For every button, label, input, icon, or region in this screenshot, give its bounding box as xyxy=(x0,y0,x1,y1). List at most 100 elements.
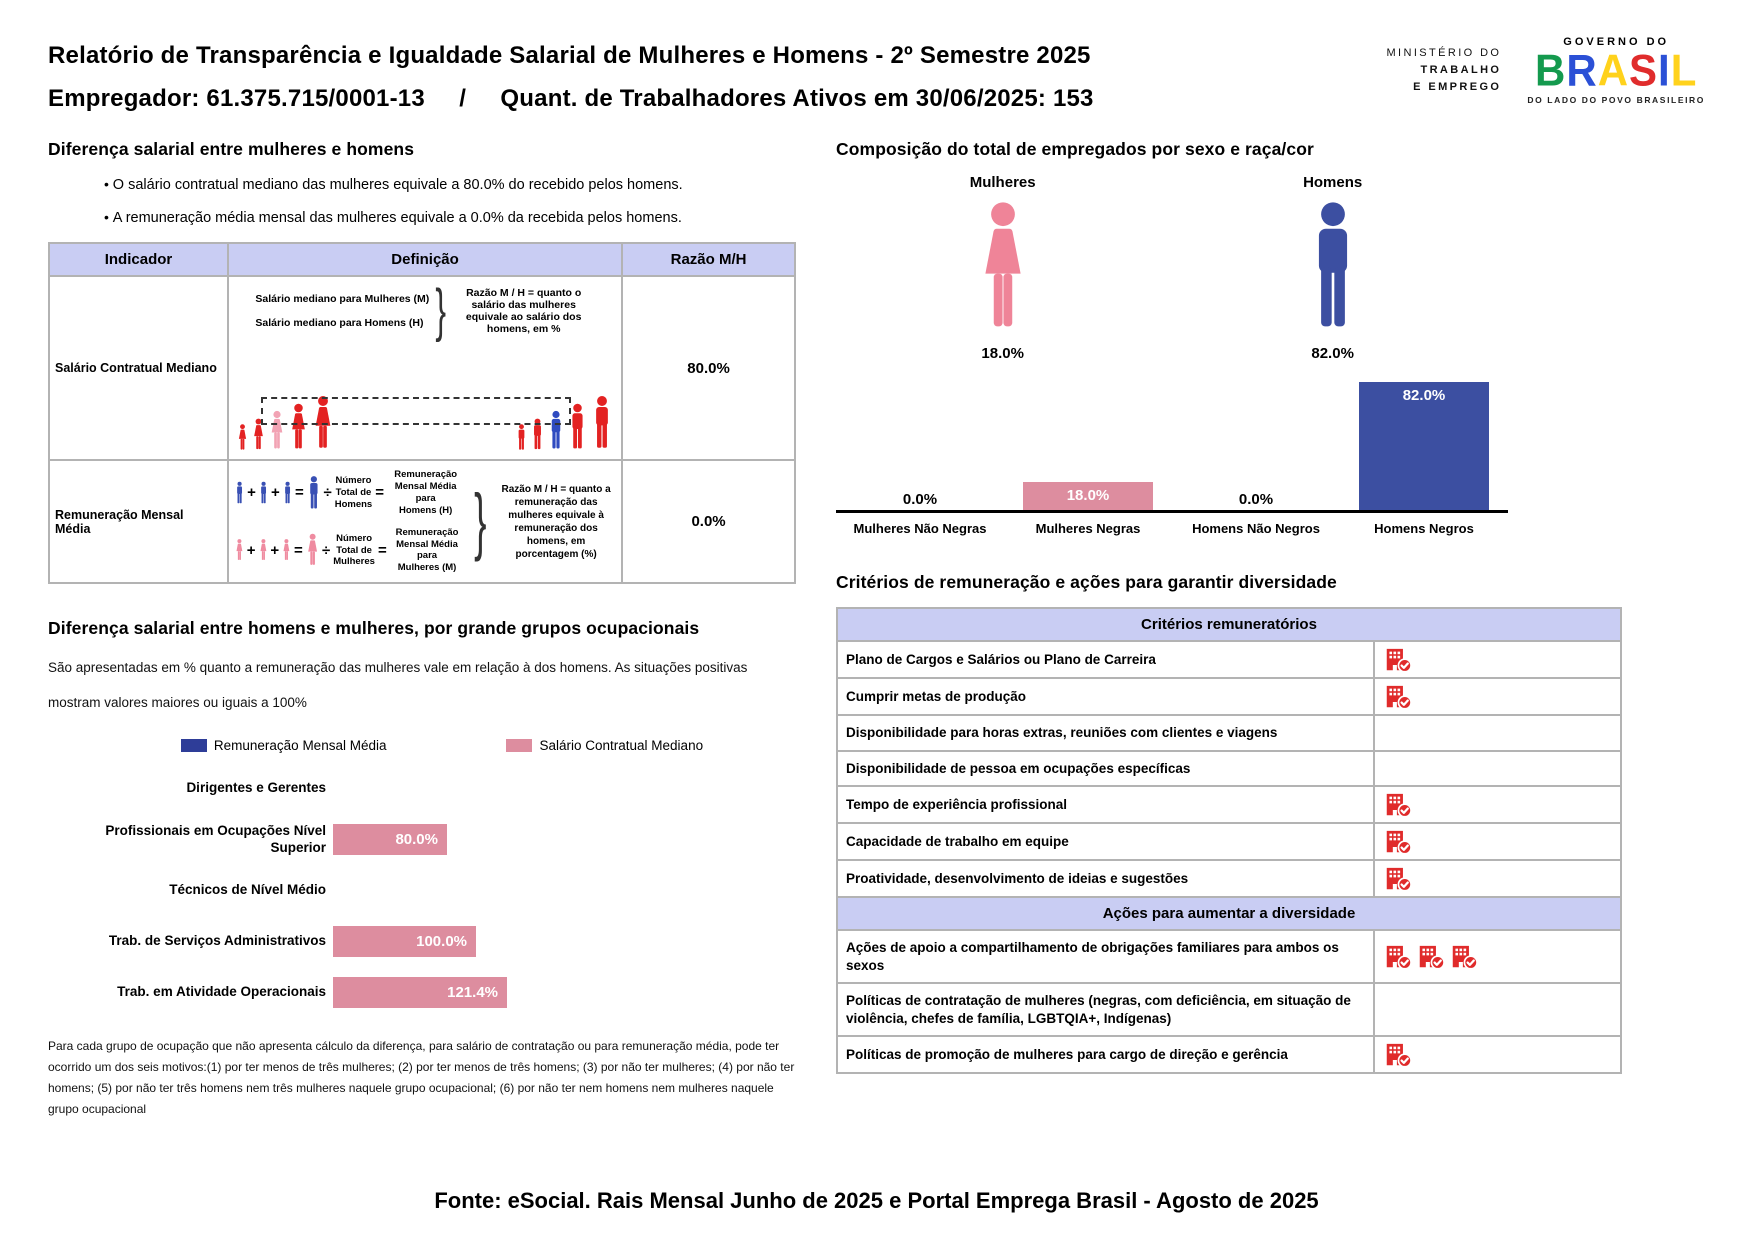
criteria-status-cell xyxy=(1373,749,1622,788)
criteria-row: Políticas de promoção de mulheres para c… xyxy=(836,1035,1622,1075)
page-title: Relatório de Transparência e Igualdade S… xyxy=(48,42,1091,69)
building-check-icon xyxy=(1383,791,1413,818)
building-check-icon xyxy=(1383,646,1413,673)
composition-chart-column: 0.0% xyxy=(1172,378,1340,510)
pink-legend-swatch xyxy=(506,739,533,753)
brasil-wordmark: BRASIL xyxy=(1527,45,1705,96)
indicator-row-average-pay: Remuneração Mensal Média + + = xyxy=(48,459,796,585)
building-check-icon xyxy=(1383,683,1413,710)
man-icon xyxy=(1306,201,1360,333)
employer-line: Empregador: 61.375.715/0001-13 / Quant. … xyxy=(48,85,1094,112)
composition-zero-value: 0.0% xyxy=(902,491,938,508)
ministry-line2: TRABALHO xyxy=(1420,63,1502,76)
criteria-status-cell xyxy=(1373,640,1622,679)
criteria-label: Cumprir metas de produção xyxy=(836,677,1375,716)
equals-operator: = xyxy=(375,484,384,502)
criteria-label: Políticas de contratação de mulheres (ne… xyxy=(836,982,1375,1038)
governo-do-brasil-logo: GOVERNO DO BRASIL DO LADO DO POVO BRASIL… xyxy=(1527,36,1705,105)
diagram1-women-label: Salário mediano para Mulheres (M) xyxy=(255,293,430,306)
composition-zero-value: 0.0% xyxy=(1238,491,1274,508)
occupational-bar-track: 80.0% xyxy=(333,824,796,856)
diagram2-explanation: Razão M / H = quanto a remuneração das m… xyxy=(501,483,611,560)
occupational-bar-value: 121.4% xyxy=(447,984,498,1002)
average-pay-diagram: + + = ÷ Número Total de Homens = Re xyxy=(226,459,624,585)
equals-operator: = xyxy=(294,484,304,502)
blue-legend-swatch xyxy=(180,739,207,753)
plus-operator: + xyxy=(246,541,256,559)
indicator-label: Remuneração Mensal Média xyxy=(48,459,229,585)
composition-category-labels: Mulheres Não Negras Mulheres Negras Homens… xyxy=(836,521,1508,536)
divide-operator: ÷ xyxy=(322,541,331,559)
bullet-average-pay: A remuneração média mensal das mulheres … xyxy=(104,209,796,226)
legend-remuneracao: Remuneração Mensal Média xyxy=(180,738,386,753)
occupational-chart-row: Profissionais em Ocupações Nível Superio… xyxy=(48,814,796,865)
criteria-table: Critérios remuneratórios Plano de Cargos … xyxy=(836,607,1622,1075)
plus-operator: + xyxy=(247,484,256,502)
criteria-status-cell xyxy=(1373,929,1622,985)
criteria-status-cell xyxy=(1373,859,1622,899)
men-average-formula: + + = ÷ Número Total de Homens = Re xyxy=(235,469,464,517)
occupational-description: São apresentadas em % quanto a remuneraç… xyxy=(48,660,748,710)
diagram1-men-label: Salário mediano para Homens (H) xyxy=(255,317,424,330)
occupational-category-label: Profissionais em Ocupações Nível Superio… xyxy=(105,823,326,855)
criteria-label: Políticas de promoção de mulheres para c… xyxy=(836,1035,1375,1075)
criteria-row: Disponibilidade de pessoa em ocupações e… xyxy=(836,749,1622,788)
occupational-category-label: Trab. em Atividade Operacionais xyxy=(117,984,326,1000)
diagram1-figures xyxy=(235,347,615,451)
logos: MINISTÉRIO DO TRABALHO E EMPREGO GOVERNO… xyxy=(1386,36,1705,105)
brasil-letter: I xyxy=(1658,45,1671,96)
brasil-letter: B xyxy=(1535,45,1567,96)
composition-bar-value: 18.0% xyxy=(1066,487,1110,504)
occupational-bar-track: 100.0% xyxy=(333,926,796,958)
brace-glyph: } xyxy=(435,278,447,343)
occupational-bar-value: 80.0% xyxy=(395,831,438,849)
ministry-line1: MINISTÉRIO DO xyxy=(1386,46,1502,59)
brasil-letter: S xyxy=(1629,45,1659,96)
men-label: Homens xyxy=(1303,174,1363,191)
equals-operator: = xyxy=(377,541,387,559)
building-check-icon xyxy=(1383,943,1413,970)
report-body: Diferença salarial entre mulheres e home… xyxy=(48,139,1705,1178)
building-check-icon xyxy=(1383,865,1413,892)
criteria-row: Disponibilidade para horas extras, reuni… xyxy=(836,714,1622,752)
occupational-bar: 80.0% xyxy=(333,824,447,856)
indicator-row-median-salary: Salário Contratual Mediano Salário media… xyxy=(48,274,796,462)
occupational-footnote: Para cada grupo de ocupação que não apre… xyxy=(48,1039,795,1117)
legend-label: Salário Contratual Mediano xyxy=(539,738,704,754)
indicator-table-header-row: Indicador Definição Razão M/H xyxy=(48,242,796,277)
col-header-indicador: Indicador xyxy=(48,242,229,277)
equals-operator: = xyxy=(293,541,303,559)
criteria-status-cell xyxy=(1373,714,1622,752)
x-axis-line xyxy=(836,510,1508,513)
criteria-status-cell xyxy=(1373,677,1622,716)
brace-glyph: } xyxy=(474,479,487,563)
criteria-row: Ações de apoio a compartilhamento de obr… xyxy=(836,929,1622,985)
building-check-icon xyxy=(1416,943,1446,970)
report-titles: Relatório de Transparência e Igualdade S… xyxy=(48,30,1094,113)
criteria-status-cell xyxy=(1373,822,1622,862)
ministry-logo: MINISTÉRIO DO TRABALHO E EMPREGO xyxy=(1386,45,1501,96)
composition-category-label: Mulheres Negras xyxy=(1035,521,1141,536)
occupational-bar-value: 100.0% xyxy=(416,933,467,951)
occupational-chart-row: Trab. de Serviços Administrativos 100.0% xyxy=(48,916,796,967)
composition-category-label: Mulheres Não Negras xyxy=(853,521,987,536)
brasil-letter: A xyxy=(1597,45,1630,96)
criteria-status-cell xyxy=(1373,1035,1622,1075)
composition-bar: 18.0% xyxy=(1023,482,1153,510)
criteria-label: Proatividade, desenvolvimento de ideias … xyxy=(836,859,1375,899)
occupational-bar: 100.0% xyxy=(333,926,476,958)
criteria-label: Tempo de experiência profissional xyxy=(836,785,1375,825)
building-check-icon xyxy=(1449,943,1479,970)
source-text: Fonte: eSocial. Rais Mensal Junho de 202… xyxy=(434,1188,1319,1213)
women-percentage: 18.0% xyxy=(981,345,1024,362)
median-salary-ratio: 80.0% xyxy=(621,274,796,462)
women-divisor-text: Número Total de Mulheres xyxy=(333,532,375,568)
plus-operator: + xyxy=(270,541,280,559)
occupational-bar-chart: Dirigentes e Gerentes Profissionais em Oc… xyxy=(48,763,796,1018)
criteria-label: Disponibilidade de pessoa em ocupações e… xyxy=(836,749,1375,788)
criteria-label: Plano de Cargos e Salários ou Plano de C… xyxy=(836,640,1375,679)
occupational-chart-row: Técnicos de Nível Médio xyxy=(48,865,796,916)
salary-diff-bullets: O salário contratual mediano das mulhere… xyxy=(104,176,796,226)
report-footer: Fonte: eSocial. Rais Mensal Junho de 202… xyxy=(48,1178,1705,1226)
